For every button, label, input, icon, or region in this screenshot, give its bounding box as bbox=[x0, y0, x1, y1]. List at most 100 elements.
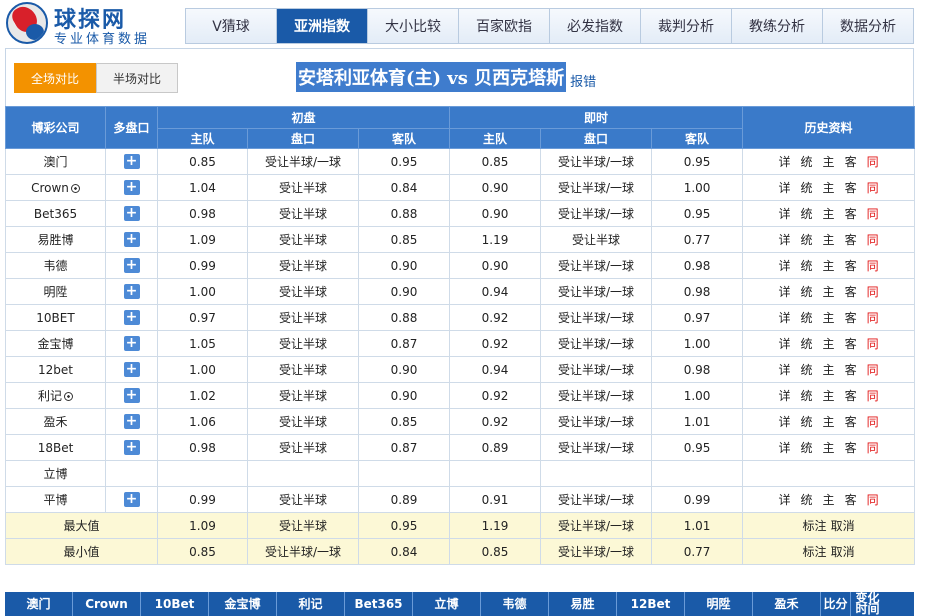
mark-link[interactable]: 标注 bbox=[802, 545, 827, 559]
expand-plus-icon[interactable]: + bbox=[123, 154, 140, 169]
history-link[interactable]: 统 bbox=[800, 441, 813, 455]
company-cell[interactable]: Crown bbox=[5, 174, 106, 201]
compare-tab[interactable]: 易胜 bbox=[549, 592, 617, 616]
nav-tab-vguess[interactable]: V猜球 bbox=[186, 9, 277, 43]
history-link[interactable]: 统 bbox=[800, 311, 813, 325]
history-link[interactable]: 客 bbox=[844, 493, 857, 507]
history-link[interactable]: 统 bbox=[800, 181, 813, 195]
company-cell[interactable]: 金宝博 bbox=[5, 330, 106, 357]
cancel-link[interactable]: 取消 bbox=[830, 545, 855, 559]
history-link[interactable]: 主 bbox=[822, 207, 835, 221]
history-link[interactable]: 详 bbox=[778, 415, 791, 429]
compare-tab[interactable]: 明陞 bbox=[685, 592, 753, 616]
full-match-button[interactable]: 全场对比 bbox=[14, 63, 96, 93]
expand-plus-icon[interactable]: + bbox=[123, 388, 140, 403]
history-link[interactable]: 同 bbox=[866, 233, 879, 247]
history-link[interactable]: 详 bbox=[778, 233, 791, 247]
history-link[interactable]: 主 bbox=[822, 363, 835, 377]
history-link[interactable]: 统 bbox=[800, 259, 813, 273]
company-cell[interactable]: 易胜博 bbox=[5, 226, 106, 253]
half-match-button[interactable]: 半场对比 bbox=[96, 63, 178, 93]
expand-plus-icon[interactable]: + bbox=[123, 414, 140, 429]
history-link[interactable]: 主 bbox=[822, 233, 835, 247]
company-cell[interactable]: 盈禾 bbox=[5, 408, 106, 435]
history-link[interactable]: 统 bbox=[800, 493, 813, 507]
history-link[interactable]: 详 bbox=[778, 207, 791, 221]
history-link[interactable]: 详 bbox=[778, 363, 791, 377]
report-error-link[interactable]: 报错 bbox=[570, 74, 597, 90]
company-cell[interactable]: 12bet bbox=[5, 356, 106, 383]
history-link[interactable]: 统 bbox=[800, 363, 813, 377]
expand-plus-icon[interactable]: + bbox=[123, 180, 140, 195]
history-link[interactable]: 详 bbox=[778, 259, 791, 273]
history-link[interactable]: 主 bbox=[822, 389, 835, 403]
history-link[interactable]: 统 bbox=[800, 285, 813, 299]
compare-tab[interactable]: 比分 bbox=[821, 592, 851, 616]
history-link[interactable]: 详 bbox=[778, 155, 791, 169]
history-link[interactable]: 客 bbox=[844, 415, 857, 429]
cancel-link[interactable]: 取消 bbox=[830, 519, 855, 533]
history-link[interactable]: 主 bbox=[822, 285, 835, 299]
history-link[interactable]: 同 bbox=[866, 441, 879, 455]
history-link[interactable]: 详 bbox=[778, 311, 791, 325]
history-link[interactable]: 详 bbox=[778, 285, 791, 299]
company-cell[interactable]: 立博 bbox=[5, 460, 106, 487]
compare-tab[interactable]: 韦德 bbox=[481, 592, 549, 616]
history-link[interactable]: 同 bbox=[866, 285, 879, 299]
history-link[interactable]: 详 bbox=[778, 389, 791, 403]
company-cell[interactable]: 18Bet bbox=[5, 434, 106, 461]
history-link[interactable]: 客 bbox=[844, 181, 857, 195]
company-cell[interactable]: 10BET bbox=[5, 304, 106, 331]
company-cell[interactable]: 平博 bbox=[5, 486, 106, 513]
mark-link[interactable]: 标注 bbox=[802, 519, 827, 533]
expand-plus-icon[interactable]: + bbox=[123, 440, 140, 455]
history-link[interactable]: 统 bbox=[800, 155, 813, 169]
compare-tab[interactable]: 盈禾 bbox=[753, 592, 821, 616]
expand-plus-icon[interactable]: + bbox=[123, 362, 140, 377]
nav-tab-referee[interactable]: 裁判分析 bbox=[641, 9, 732, 43]
nav-tab-betfair[interactable]: 必发指数 bbox=[550, 9, 641, 43]
compare-tab[interactable]: 利记 bbox=[277, 592, 345, 616]
history-link[interactable]: 客 bbox=[844, 233, 857, 247]
history-link[interactable]: 同 bbox=[866, 181, 879, 195]
nav-tab-euro-odds[interactable]: 百家欧指 bbox=[459, 9, 550, 43]
history-link[interactable]: 主 bbox=[822, 181, 835, 195]
expand-plus-icon[interactable]: + bbox=[123, 206, 140, 221]
nav-tab-over-under[interactable]: 大小比较 bbox=[368, 9, 459, 43]
history-link[interactable]: 统 bbox=[800, 389, 813, 403]
expand-plus-icon[interactable]: + bbox=[123, 492, 140, 507]
history-link[interactable]: 主 bbox=[822, 337, 835, 351]
expand-plus-icon[interactable]: + bbox=[123, 284, 140, 299]
history-link[interactable]: 详 bbox=[778, 493, 791, 507]
history-link[interactable]: 统 bbox=[800, 207, 813, 221]
nav-tab-asian-index[interactable]: 亚洲指数 bbox=[277, 9, 368, 43]
history-link[interactable]: 详 bbox=[778, 181, 791, 195]
history-link[interactable]: 客 bbox=[844, 259, 857, 273]
nav-tab-coach[interactable]: 教练分析 bbox=[732, 9, 823, 43]
history-link[interactable]: 详 bbox=[778, 337, 791, 351]
compare-tab[interactable]: 12Bet bbox=[617, 592, 685, 616]
history-link[interactable]: 同 bbox=[866, 207, 879, 221]
history-link[interactable]: 主 bbox=[822, 441, 835, 455]
site-logo[interactable]: 球探网 专业体育数据 bbox=[6, 2, 181, 47]
compare-tab[interactable]: 变化时间 bbox=[855, 591, 880, 616]
history-link[interactable]: 主 bbox=[822, 415, 835, 429]
expand-plus-icon[interactable]: + bbox=[123, 336, 140, 351]
history-link[interactable]: 统 bbox=[800, 233, 813, 247]
nav-tab-data[interactable]: 数据分析 bbox=[823, 9, 913, 43]
history-link[interactable]: 客 bbox=[844, 311, 857, 325]
expand-plus-icon[interactable]: + bbox=[123, 310, 140, 325]
compare-tab[interactable]: Crown bbox=[73, 592, 141, 616]
history-link[interactable]: 客 bbox=[844, 363, 857, 377]
history-link[interactable]: 同 bbox=[866, 363, 879, 377]
history-link[interactable]: 统 bbox=[800, 337, 813, 351]
expand-plus-icon[interactable]: + bbox=[123, 258, 140, 273]
history-link[interactable]: 主 bbox=[822, 155, 835, 169]
history-link[interactable]: 同 bbox=[866, 259, 879, 273]
history-link[interactable]: 同 bbox=[866, 337, 879, 351]
company-cell[interactable]: Bet365 bbox=[5, 200, 106, 227]
history-link[interactable]: 客 bbox=[844, 285, 857, 299]
history-link[interactable]: 主 bbox=[822, 311, 835, 325]
history-link[interactable]: 同 bbox=[866, 155, 879, 169]
history-link[interactable]: 客 bbox=[844, 207, 857, 221]
